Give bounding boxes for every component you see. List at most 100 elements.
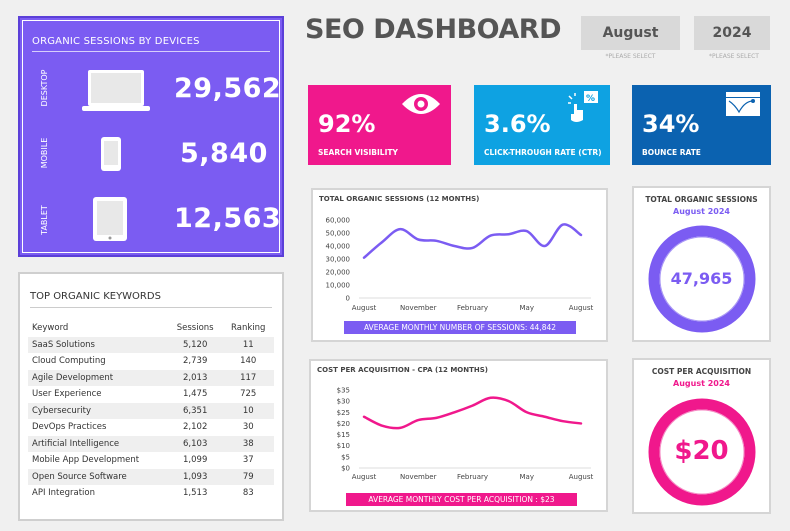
cell-ranking: 117 — [240, 372, 257, 383]
devices-title: ORGANIC SESSIONS BY DEVICES — [32, 36, 200, 47]
mobile-value: 5,840 — [180, 138, 268, 169]
cell-sessions: 6,351 — [183, 405, 208, 416]
banner-value: $23 — [540, 495, 555, 504]
cell-keyword: Cybersecurity — [32, 405, 92, 416]
kpi-value: 3.6% — [484, 110, 551, 138]
cell-ranking: 140 — [240, 356, 257, 367]
table-row: User Experience 1,475 725 — [28, 386, 274, 403]
keywords-title: TOP ORGANIC KEYWORDS — [30, 291, 161, 302]
smartphone-icon — [101, 137, 121, 171]
sessions-line-chart: 0 10,000 20,000 30,000 40,000 50,000 60,000 Aug… — [326, 217, 594, 313]
keywords-table: Keyword Sessions Ranking SaaS Solutions 5… — [28, 320, 274, 502]
card-subtitle: August 2024 — [673, 207, 730, 216]
kpi-search-visibility: 92% SEARCH VISIBILITY — [308, 85, 451, 165]
cell-keyword: User Experience — [32, 389, 102, 400]
x-tick-label: May — [520, 473, 534, 481]
cell-sessions: 1,093 — [183, 471, 208, 482]
cell-ranking: 37 — [242, 455, 254, 466]
tablet-icon — [93, 197, 127, 241]
cell-keyword: Cloud Computing — [32, 356, 106, 367]
y-tick-label: $30 — [337, 398, 350, 406]
y-tick-label: $0 — [341, 465, 350, 473]
x-tick-label: August — [352, 304, 377, 312]
card-value: $20 — [674, 436, 729, 466]
table-row: Mobile App Development 1,099 37 — [28, 452, 274, 469]
cell-keyword: Mobile App Development — [32, 455, 140, 466]
cell-sessions: 1,513 — [183, 488, 208, 499]
y-tick-label: 20,000 — [326, 269, 351, 277]
table-row: Artificial Intelligence 6,103 38 — [28, 435, 274, 452]
cell-keyword: SaaS Solutions — [32, 339, 95, 350]
svg-text:%: % — [586, 94, 595, 104]
cell-sessions: 5,120 — [183, 339, 208, 350]
divider — [32, 51, 270, 52]
y-tick-label: 30,000 — [326, 256, 351, 264]
year-select[interactable]: 2024 — [694, 16, 770, 50]
tablet-label: TABLET — [40, 205, 49, 235]
cell-keyword: DevOps Practices — [32, 422, 107, 433]
cell-sessions: 2,102 — [183, 422, 208, 433]
table-row: SaaS Solutions 5,120 11 — [28, 336, 274, 353]
x-tick-label: August — [352, 473, 377, 481]
x-tick-label: August — [569, 473, 594, 481]
y-tick-label: $20 — [337, 420, 350, 428]
card-subtitle: August 2024 — [673, 379, 730, 388]
click-percent-icon: % — [568, 91, 598, 122]
y-tick-label: 0 — [346, 295, 350, 303]
table-row: Cybersecurity 6,351 10 — [28, 402, 274, 419]
cell-sessions: 2,013 — [183, 372, 208, 383]
month-hint: *PLEASE SELECT — [605, 53, 656, 60]
kpi-bounce-rate: 34% BOUNCE RATE — [632, 85, 771, 165]
cpa-chart-card: COST PER ACQUISITION - CPA (12 MONTHS) $… — [309, 359, 608, 512]
cpa-average-banner: AVERAGE MONTHLY COST PER ACQUISITION : $… — [346, 493, 577, 506]
kpi-value: 34% — [642, 110, 700, 138]
y-tick-label: $35 — [337, 387, 350, 395]
kpi-label: SEARCH VISIBILITY — [318, 148, 398, 157]
cell-sessions: 6,103 — [183, 438, 208, 449]
year-hint: *PLEASE SELECT — [709, 53, 759, 60]
kpi-label: BOUNCE RATE — [642, 148, 701, 157]
cell-sessions: 1,475 — [183, 389, 208, 400]
sessions-chart-card: TOTAL ORGANIC SESSIONS (12 MONTHS) 0 10,0… — [311, 188, 608, 342]
mobile-label: MOBILE — [40, 137, 49, 169]
y-tick-label: 10,000 — [326, 282, 351, 290]
top-keywords-panel: TOP ORGANIC KEYWORDS Keyword Sessions Ra… — [18, 272, 284, 521]
cell-keyword: API Integration — [32, 488, 95, 499]
devices-panel: ORGANIC SESSIONS BY DEVICES DESKTOP 29,5… — [18, 16, 284, 257]
cell-keyword: Open Source Software — [32, 471, 127, 482]
sessions-average-banner: AVERAGE MONTHLY NUMBER OF SESSIONS: 44,8… — [344, 321, 576, 334]
y-tick-label: $15 — [337, 431, 350, 439]
series-line — [362, 396, 583, 430]
y-tick-label: $10 — [337, 442, 350, 450]
cell-sessions: 2,739 — [183, 356, 208, 367]
cell-ranking: 83 — [242, 488, 254, 499]
month-select[interactable]: August — [581, 16, 680, 50]
chart-title: TOTAL ORGANIC SESSIONS (12 MONTHS) — [319, 195, 480, 203]
kpi-ctr: % 3.6% CLICK-THROUGH RATE (CTR) — [474, 85, 610, 165]
y-tick-label: 50,000 — [326, 230, 351, 238]
series-line — [362, 223, 583, 259]
eye-icon — [402, 94, 440, 114]
cell-sessions: 1,099 — [183, 455, 208, 466]
table-row: Agile Development 2,013 117 — [28, 369, 274, 386]
table-row: DevOps Practices 2,102 30 — [28, 419, 274, 436]
x-tick-label: February — [457, 304, 488, 312]
tablet-value: 12,563 — [174, 203, 282, 234]
banner-value: 44,842 — [529, 323, 557, 332]
banner-label: AVERAGE MONTHLY COST PER ACQUISITION : — [368, 495, 538, 504]
card-title: COST PER ACQUISITION — [651, 367, 752, 376]
desktop-label: DESKTOP — [40, 69, 49, 107]
y-tick-label: $5 — [341, 453, 350, 461]
kpi-label: CLICK-THROUGH RATE (CTR) — [484, 148, 602, 157]
cell-ranking: 10 — [242, 405, 254, 416]
cpa-line-chart: $0 $5 $10 $15 $20 $25 $30 $35 August November Febr… — [337, 387, 594, 482]
divider — [30, 307, 272, 308]
card-value: 47,965 — [670, 269, 733, 288]
table-row: Cloud Computing 2,739 140 — [28, 353, 274, 370]
cell-ranking: 11 — [242, 339, 254, 350]
banner-label: AVERAGE MONTHLY NUMBER OF SESSIONS: — [363, 323, 528, 332]
col-ranking: Ranking — [231, 323, 266, 334]
y-tick-label: $25 — [337, 409, 350, 417]
cpa-total-card: COST PER ACQUISITION August 2024 $20 — [632, 358, 771, 514]
x-tick-label: November — [400, 473, 437, 481]
